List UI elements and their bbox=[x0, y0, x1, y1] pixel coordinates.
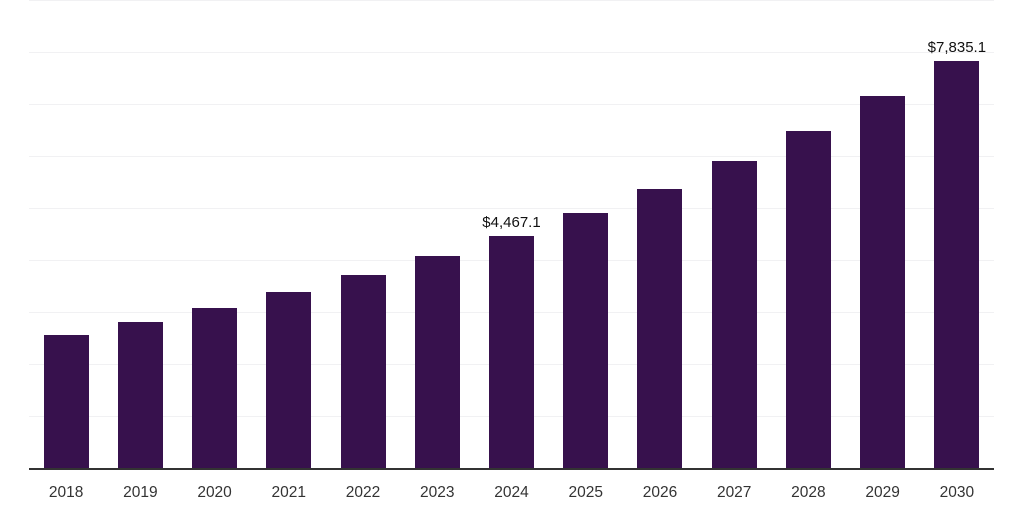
bar-2030 bbox=[934, 60, 980, 468]
gridline bbox=[29, 0, 994, 1]
x-tick-label-2028: 2028 bbox=[791, 484, 826, 501]
x-tick-label-2021: 2021 bbox=[271, 484, 307, 501]
x-tick-label-2020: 2020 bbox=[197, 484, 232, 501]
x-axis-line bbox=[29, 468, 994, 470]
x-tick-label-2027: 2027 bbox=[716, 484, 752, 501]
gridline bbox=[29, 156, 994, 157]
bar-2028 bbox=[785, 130, 831, 468]
x-tick-label-2025: 2025 bbox=[568, 484, 603, 501]
bar-2024 bbox=[489, 235, 534, 468]
bar-value-label-2024: $4,467.1 bbox=[482, 213, 541, 231]
bar-2018 bbox=[43, 335, 89, 468]
gridline bbox=[29, 208, 994, 209]
bar-2022 bbox=[340, 274, 386, 468]
x-tick-label-2018: 2018 bbox=[48, 484, 84, 501]
bar-2025 bbox=[563, 213, 609, 468]
x-tick-label-2029: 2029 bbox=[865, 484, 900, 501]
x-tick-label-2023: 2023 bbox=[420, 484, 455, 501]
bar-value-label-2030: $7,835.1 bbox=[927, 38, 987, 56]
x-tick-label-2026: 2026 bbox=[642, 484, 678, 501]
gridline bbox=[29, 104, 994, 105]
x-tick-label-2030: 2030 bbox=[939, 484, 975, 501]
bar-2023 bbox=[414, 256, 460, 468]
bar-2021 bbox=[266, 291, 312, 468]
x-tick-label-2019: 2019 bbox=[123, 484, 158, 501]
bar-2026 bbox=[637, 188, 683, 468]
bar-2019 bbox=[117, 321, 163, 468]
bar-2027 bbox=[711, 160, 757, 468]
bar-2020 bbox=[192, 308, 238, 468]
x-axis: 2018 2019 2020 2021 2022 2023 2024 2025 2026 2027… bbox=[29, 484, 994, 506]
x-tick-label-2022: 2022 bbox=[345, 484, 381, 501]
plot-area: $4,467.1 $7,835.1 bbox=[29, 0, 994, 468]
x-tick-label-2024: 2024 bbox=[494, 484, 529, 501]
gridline bbox=[29, 52, 994, 53]
bar-2029 bbox=[860, 96, 906, 468]
